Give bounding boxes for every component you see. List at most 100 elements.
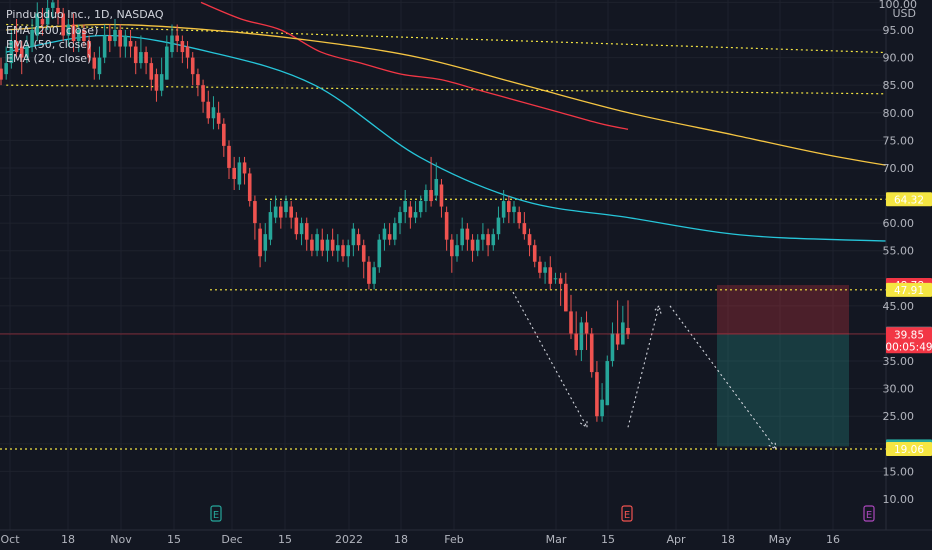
candle-body [595,372,599,417]
legend-symbol[interactable]: Pinduoduo Inc., 1D, NASDAQ [6,8,164,21]
candle-body [372,267,376,284]
price-tick: 10.00 [883,493,915,506]
candle-body [450,239,454,257]
candle-body [589,333,594,373]
projection-arrowhead-3 [768,440,777,450]
candle-body [444,212,449,240]
ema20-line [6,34,932,242]
badge-39-85[interactable] [886,327,932,354]
event-marker-letter: E [213,510,219,521]
candle-body [501,201,506,218]
price-tick: 55.00 [883,245,915,258]
candle-body [45,7,50,25]
trend-line-2[interactable] [6,84,932,107]
candle-body [310,239,314,251]
candle-body [413,212,418,218]
projection-arrows[interactable] [512,291,777,450]
event-marker-box [210,505,222,522]
candle-body [605,361,610,406]
time-tick: Nov [110,533,132,546]
candle-body [289,206,293,218]
time-tick: 15 [601,533,615,546]
candle-body [532,245,537,262]
event-marker-letter: E [624,510,630,521]
take-profit-zone[interactable] [717,334,849,447]
candle-body [14,41,19,53]
candle-body [418,201,423,213]
candle-body [82,30,86,42]
time-tick: Mar [546,533,567,546]
time-tick: May [769,533,792,546]
earnings-marker-2[interactable]: E [621,505,633,522]
time-scale[interactable]: Oct 18 Nov 15 Dec 15 2022 18 Feb Mar 15 Apr 18 May 16 … [0,505,932,546]
candle-body [564,283,568,312]
candle-body [247,173,252,202]
candle-body [325,239,330,251]
earnings-marker-1[interactable]: E [210,505,222,522]
candle-body [35,13,40,36]
candle-body [465,228,470,240]
candle-body [538,261,542,273]
candle-body [341,245,345,257]
candle-body [626,327,630,335]
legend-ema20[interactable]: EMA (20, close) [6,52,91,65]
dividend-marker[interactable]: E [863,505,875,522]
candle-body [51,2,55,8]
badge-64-32[interactable] [886,192,932,207]
price-tick: 60.00 [883,217,915,230]
candle-body [87,41,91,58]
badge-19-06[interactable] [886,442,932,457]
candle-body [211,107,216,119]
badge-39-85-text: 39.85 [894,329,924,341]
stop-loss-zone[interactable] [717,285,849,335]
candle-body [170,35,174,53]
candle-body [180,41,185,53]
legend-ema50[interactable]: EMA (50, close) [6,38,91,51]
candle-body [102,35,107,58]
candle-body [398,212,402,224]
horizontal-levels[interactable] [0,198,886,450]
candle-body [615,333,620,345]
time-tick: Apr [666,533,686,546]
projection-arrow-1[interactable] [512,291,588,428]
candle-body [496,217,501,235]
grid [0,0,886,530]
position-tool[interactable] [717,285,849,447]
candle-body [543,267,547,273]
projection-arrow-2[interactable] [627,305,660,428]
candle-body [600,399,604,417]
candle-body [439,184,444,207]
price-scale[interactable]: 100.00 USD 95.00 90.00 85.00 80.00 75.00 70.0… [879,0,932,530]
candle-body [481,234,485,240]
candle-body [574,333,578,351]
projection-arrowhead-2 [653,304,662,314]
candle-body [320,239,325,251]
currency-label: USD [892,7,916,20]
legend-ema200[interactable]: EMA (200, close) [6,24,98,37]
candle-body [408,206,413,218]
candle-body [387,234,392,240]
trend-lines[interactable] [6,23,932,111]
candle-body [330,239,335,251]
candle-body [507,201,511,213]
candle-body [113,30,117,42]
candle-body [434,178,439,196]
candle-body [517,212,521,224]
time-tick: Oct [0,533,20,546]
candle-body [393,223,397,240]
price-tick: 35.00 [883,355,915,368]
badge-47-91[interactable] [886,282,932,297]
projection-arrowhead-1 [579,419,588,429]
candle-body [222,123,226,146]
candle-body [377,239,382,268]
candle-body [201,85,205,102]
candle-body [356,234,361,246]
candle-body [584,322,589,334]
candle-body [284,201,288,213]
candle-body [227,145,231,168]
time-tick: Dec [221,533,242,546]
candle-body [242,162,247,174]
badge-19-06-text: 19.06 [894,444,924,456]
badge-47-91-text: 47.91 [894,285,924,297]
